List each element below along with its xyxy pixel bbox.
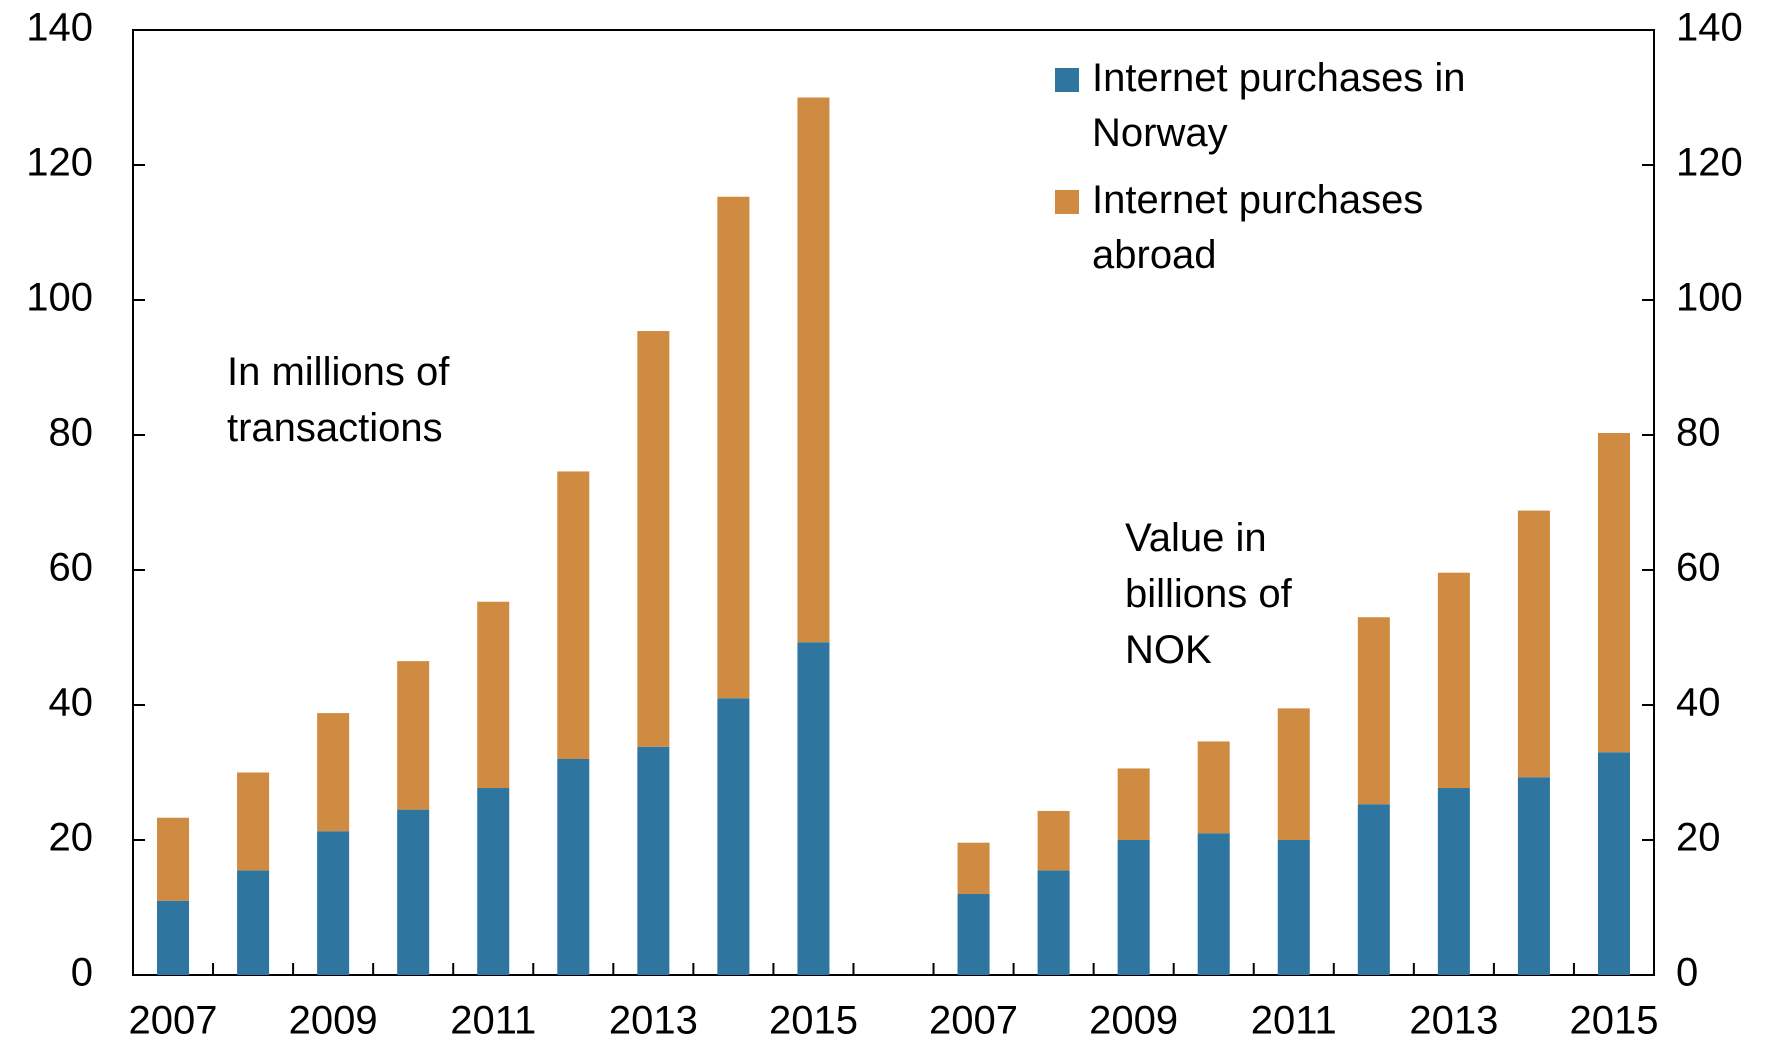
legend-label: Internet purchases in Norway xyxy=(1092,56,1477,155)
bar-segment xyxy=(1357,804,1390,975)
bar-segment xyxy=(1117,840,1150,975)
y2-tick-label: 0 xyxy=(1676,951,1698,995)
bar-segment xyxy=(717,196,750,699)
legend-swatch xyxy=(1055,68,1079,92)
bar-segment xyxy=(1197,741,1230,834)
bar-segment xyxy=(1037,810,1070,871)
x-tick-label: 2015 xyxy=(1569,999,1658,1043)
bar-segment xyxy=(237,772,270,871)
x-tick-label: 2009 xyxy=(289,999,378,1043)
y-tick-label: 60 xyxy=(49,546,94,590)
annotation: Value in billions of NOK xyxy=(1125,516,1303,672)
legend-swatch xyxy=(1055,190,1079,214)
bar-segment xyxy=(1277,708,1310,840)
bar-segment xyxy=(1037,870,1070,975)
x-tick-label: 2009 xyxy=(1089,999,1178,1043)
x-tick-label: 2013 xyxy=(1409,999,1498,1043)
bar-segment xyxy=(237,870,270,975)
bar-segment xyxy=(1197,833,1230,975)
bar-segment xyxy=(397,661,430,810)
bar-segment xyxy=(1597,432,1630,753)
bar-segment xyxy=(637,746,670,975)
bar-segment xyxy=(477,788,510,975)
y2-tick-label: 40 xyxy=(1676,681,1721,725)
y-tick-label: 140 xyxy=(26,6,93,50)
x-tick-label: 2007 xyxy=(129,999,218,1043)
bar-segment xyxy=(1437,572,1470,789)
bar-segment xyxy=(317,831,350,975)
plot-frame xyxy=(132,29,1655,976)
bar-segment xyxy=(557,471,590,759)
bar-segment xyxy=(317,713,350,832)
bar-segment xyxy=(477,601,510,789)
bar-segment xyxy=(1517,510,1550,778)
y2-tick-label: 20 xyxy=(1676,816,1721,860)
bar-segment xyxy=(1117,768,1150,840)
y2-tick-label: 100 xyxy=(1676,276,1743,320)
bar-segment xyxy=(957,842,990,894)
bar-segment xyxy=(1437,788,1470,975)
x-tick-label: 2007 xyxy=(929,999,1018,1043)
bar-segment xyxy=(1517,777,1550,975)
y-tick-label: 80 xyxy=(49,411,94,455)
legend-label: Internet purchases abroad xyxy=(1092,178,1434,277)
y-tick-label: 120 xyxy=(26,141,93,185)
annotation: In millions of transactions xyxy=(227,350,460,450)
y-tick-label: 40 xyxy=(49,681,94,725)
x-tick-label: 2015 xyxy=(769,999,858,1043)
y2-tick-label: 80 xyxy=(1676,411,1721,455)
bar-segment xyxy=(157,900,190,975)
x-tick-label: 2011 xyxy=(1251,999,1337,1043)
y2-tick-label: 120 xyxy=(1676,141,1743,185)
y-tick-label: 100 xyxy=(26,276,93,320)
bar-segment xyxy=(157,817,190,901)
bar-segment xyxy=(1357,617,1390,805)
bar-segment xyxy=(717,698,750,975)
y2-tick-label: 140 xyxy=(1676,6,1743,50)
bar-segment xyxy=(1277,840,1310,975)
x-tick-label: 2011 xyxy=(450,999,536,1043)
y-tick-label: 20 xyxy=(49,816,94,860)
bar-segment xyxy=(797,642,830,975)
bar-segment xyxy=(637,331,670,747)
bar-segment xyxy=(957,894,990,975)
bar-segment xyxy=(557,759,590,975)
x-tick-label: 2013 xyxy=(609,999,698,1043)
bar-segment xyxy=(397,809,430,975)
bar-segment xyxy=(1597,752,1630,975)
bar-segment xyxy=(797,97,830,643)
y2-tick-label: 60 xyxy=(1676,546,1721,590)
y-tick-label: 0 xyxy=(71,951,93,995)
